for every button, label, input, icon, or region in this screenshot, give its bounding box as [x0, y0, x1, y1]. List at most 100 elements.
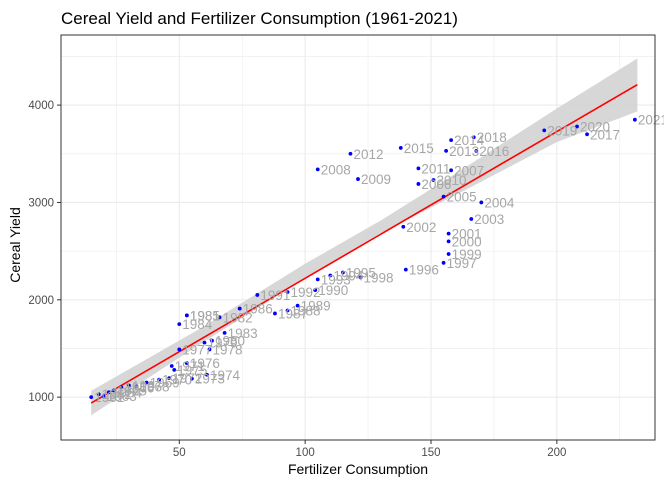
- point-label-1977: 1977: [182, 342, 212, 357]
- point-label-1972: 1972: [172, 371, 202, 386]
- point-2020: [575, 124, 579, 129]
- point-label-1963: 1963: [107, 389, 137, 404]
- point-label-1999: 1999: [452, 247, 482, 262]
- point-label-2016: 2016: [479, 144, 509, 159]
- point-label-1987: 1987: [278, 306, 308, 321]
- point-2004: [479, 200, 484, 205]
- point-label-2014: 2014: [454, 133, 485, 148]
- point-label-1967: 1967: [132, 378, 162, 393]
- point-1999: [446, 252, 451, 256]
- point-label-2019: 2019: [547, 123, 577, 138]
- point-label-1998: 1998: [364, 270, 394, 285]
- chart-title: Cereal Yield and Fertilizer Consumption …: [61, 9, 458, 28]
- point-1963: [101, 394, 106, 399]
- point-label-1966: 1966: [124, 380, 154, 395]
- point-label-1973: 1973: [195, 372, 225, 387]
- point-label-2010: 2010: [437, 173, 467, 188]
- point-label-1969: 1969: [150, 376, 180, 391]
- point-2013: [444, 148, 448, 153]
- point-2021: [632, 117, 637, 122]
- point-1962: [96, 392, 101, 397]
- point-1989: [295, 303, 300, 308]
- point-2002: [401, 224, 406, 229]
- point-label-2012: 2012: [353, 147, 383, 162]
- point-1968: [134, 384, 139, 389]
- point-label-1982: 1982: [223, 310, 253, 325]
- point-2010: [431, 178, 436, 182]
- y-tick-label-3000: 3000: [28, 197, 54, 209]
- point-label-1961: 1961: [94, 390, 124, 405]
- point-1972: [167, 376, 172, 381]
- point-label-2003: 2003: [474, 212, 504, 227]
- x-tick-label-200: 200: [547, 447, 566, 459]
- point-2016: [474, 148, 479, 153]
- point-label-1989: 1989: [301, 299, 331, 314]
- point-label-1980: 1980: [215, 334, 245, 349]
- y-tick-label-1000: 1000: [28, 392, 54, 404]
- point-2007: [449, 168, 454, 173]
- point-1998: [358, 275, 363, 280]
- point-1990: [313, 288, 318, 292]
- point-1994: [328, 273, 333, 278]
- point-1987: [273, 311, 277, 316]
- point-label-2007: 2007: [454, 163, 484, 178]
- point-label-1985: 1985: [190, 308, 220, 323]
- point-label-1992: 1992: [291, 285, 321, 300]
- point-label-1995: 1995: [346, 266, 376, 281]
- point-2015: [398, 146, 403, 150]
- point-2012: [348, 151, 353, 156]
- point-label-2001: 2001: [452, 227, 482, 242]
- point-1978: [207, 347, 212, 352]
- point-label-1979: 1979: [207, 336, 237, 351]
- point-label-1981: 1981: [190, 308, 220, 323]
- point-1976: [184, 361, 189, 365]
- point-label-2017: 2017: [590, 127, 620, 142]
- point-label-1968: 1968: [140, 379, 170, 394]
- point-label-1993: 1993: [321, 272, 351, 287]
- point-label-2013: 2013: [449, 144, 479, 159]
- point-2005: [441, 194, 446, 199]
- point-label-1978: 1978: [213, 342, 243, 357]
- point-1967: [127, 383, 131, 388]
- axis-ticks: 50 100 150 200 1000 2000 3000 4000: [28, 100, 566, 459]
- point-label-2008: 2008: [321, 162, 351, 177]
- point-1992: [285, 290, 290, 294]
- point-label-1962: 1962: [102, 387, 132, 402]
- point-label-2006: 2006: [421, 177, 451, 192]
- x-tick-label-150: 150: [421, 447, 440, 459]
- point-label-1996: 1996: [409, 263, 439, 278]
- point-2008: [315, 167, 320, 172]
- point-1997: [441, 260, 446, 265]
- point-label-1976: 1976: [190, 356, 220, 371]
- point-1982: [217, 315, 222, 320]
- y-tick-label-2000: 2000: [28, 295, 54, 307]
- point-2003: [469, 217, 474, 221]
- point-label-1984: 1984: [182, 317, 213, 332]
- point-label-2004: 2004: [484, 195, 515, 210]
- point-label-1970: 1970: [162, 373, 192, 388]
- gridlines: [61, 35, 655, 440]
- point-label-1986: 1986: [243, 302, 273, 317]
- point-label-1991: 1991: [260, 288, 290, 303]
- point-label-2000: 2000: [452, 234, 482, 249]
- point-1973: [189, 376, 194, 381]
- point-2019: [542, 128, 547, 133]
- confidence-band: [91, 58, 638, 416]
- point-label-2002: 2002: [406, 220, 436, 235]
- confidence-band-layer: [91, 58, 638, 416]
- point-label-1975: 1975: [177, 363, 207, 378]
- point-1984: [177, 322, 182, 327]
- x-tick-label-100: 100: [296, 447, 315, 459]
- point-label-2015: 2015: [404, 141, 434, 156]
- point-1996: [403, 267, 408, 272]
- y-axis-title: Cereal Yield: [7, 207, 23, 283]
- point-2014: [449, 138, 454, 143]
- point-2000: [446, 239, 451, 244]
- point-1975: [172, 368, 177, 372]
- points-layer: [89, 117, 637, 400]
- point-label-1971: 1971: [175, 359, 205, 374]
- point-2011: [416, 166, 421, 171]
- point-1974: [205, 372, 209, 377]
- point-2006: [416, 182, 421, 186]
